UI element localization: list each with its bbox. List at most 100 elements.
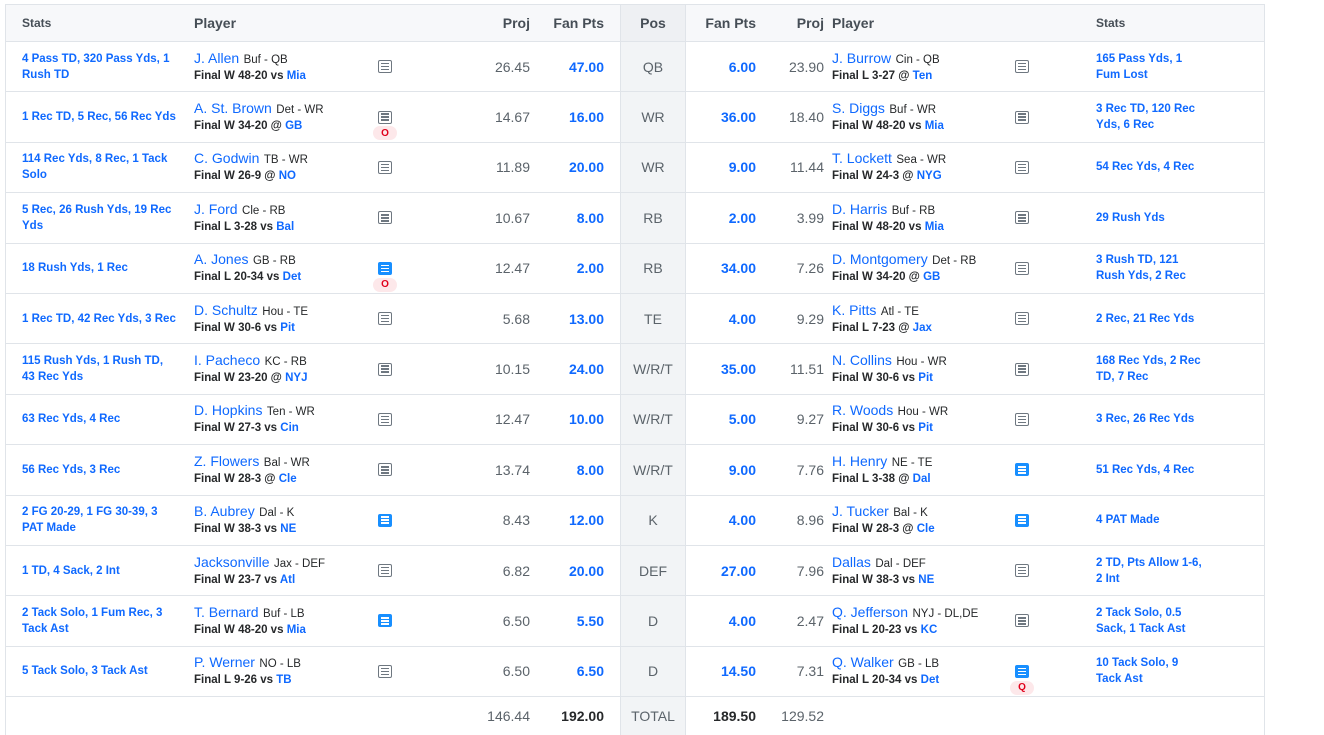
- opponent-link-left[interactable]: TB: [276, 674, 292, 687]
- player-name-left[interactable]: B. Aubrey: [194, 503, 255, 520]
- fan-pts-right[interactable]: 27.00: [720, 562, 756, 579]
- opponent-link-left[interactable]: Mia: [286, 623, 306, 636]
- player-name-left[interactable]: A. Jones: [194, 251, 249, 268]
- notes-icon[interactable]: [1015, 211, 1029, 225]
- notes-icon[interactable]: [378, 60, 392, 74]
- fan-pts-right[interactable]: 9.00: [728, 461, 756, 478]
- fan-pts-left[interactable]: 20.00: [568, 159, 604, 176]
- notes-icon[interactable]: [378, 211, 392, 225]
- opponent-link-left[interactable]: Mia: [286, 69, 306, 82]
- fan-pts-right[interactable]: 4.00: [728, 310, 756, 327]
- opponent-link-left[interactable]: GB: [285, 120, 303, 133]
- player-name-right[interactable]: Dallas: [832, 553, 871, 570]
- player-stats-right[interactable]: 10 Tack Solo, 9 Tack Ast: [1096, 657, 1179, 686]
- notes-icon[interactable]: [1015, 110, 1029, 124]
- fan-pts-left[interactable]: 16.00: [568, 109, 604, 126]
- player-stats-right[interactable]: 54 Rec Yds, 4 Rec: [1096, 161, 1195, 174]
- fan-pts-right[interactable]: 9.00: [728, 159, 756, 176]
- opponent-link-left[interactable]: NYJ: [285, 372, 308, 385]
- opponent-link-right[interactable]: Cle: [916, 523, 935, 536]
- notes-icon[interactable]: [1015, 564, 1029, 578]
- opponent-link-right[interactable]: Mia: [924, 120, 944, 133]
- player-stats-left[interactable]: 4 Pass TD, 320 Pass Yds, 1 Rush TD: [22, 52, 170, 81]
- notes-active-icon[interactable]: [378, 614, 392, 628]
- notes-icon[interactable]: [1015, 160, 1029, 174]
- fan-pts-right[interactable]: 34.00: [720, 260, 756, 277]
- opponent-link-right[interactable]: Jax: [912, 321, 932, 334]
- player-name-left[interactable]: J. Ford: [194, 200, 238, 217]
- player-name-left[interactable]: T. Bernard: [194, 603, 259, 620]
- player-stats-left[interactable]: 1 Rec TD, 42 Rec Yds, 3 Rec: [22, 312, 176, 325]
- player-stats-right[interactable]: 29 Rush Yds: [1096, 211, 1165, 224]
- player-stats-left[interactable]: 115 Rush Yds, 1 Rush TD, 43 Rec Yds: [22, 355, 164, 384]
- opponent-link-right[interactable]: Pit: [918, 372, 933, 385]
- status-badge[interactable]: O: [373, 277, 397, 292]
- fan-pts-left[interactable]: 24.00: [568, 361, 604, 378]
- opponent-link-right[interactable]: Pit: [918, 422, 933, 435]
- player-name-left[interactable]: P. Werner: [194, 654, 255, 671]
- notes-icon[interactable]: [1015, 312, 1029, 326]
- player-stats-left[interactable]: 1 Rec TD, 5 Rec, 56 Rec Yds: [22, 111, 176, 124]
- fan-pts-right[interactable]: 4.00: [728, 612, 756, 629]
- fan-pts-right[interactable]: 5.00: [728, 411, 756, 428]
- player-name-right[interactable]: Q. Walker: [832, 654, 894, 671]
- player-stats-left[interactable]: 56 Rec Yds, 3 Rec: [22, 463, 121, 476]
- player-stats-right[interactable]: 3 Rush TD, 121 Rush Yds, 2 Rec: [1096, 254, 1186, 283]
- notes-icon[interactable]: [378, 362, 392, 376]
- player-stats-right[interactable]: 2 TD, Pts Allow 1-6, 2 Int: [1096, 556, 1202, 585]
- header-fan-pts-right[interactable]: Fan Pts: [705, 15, 756, 31]
- player-stats-right[interactable]: 51 Rec Yds, 4 Rec: [1096, 463, 1195, 476]
- player-stats-left[interactable]: 5 Tack Solo, 3 Tack Ast: [22, 665, 148, 678]
- player-stats-left[interactable]: 1 TD, 4 Sack, 2 Int: [22, 564, 120, 577]
- fan-pts-left[interactable]: 6.50: [576, 663, 604, 680]
- opponent-link-right[interactable]: Mia: [924, 220, 944, 233]
- player-name-right[interactable]: J. Tucker: [832, 503, 889, 520]
- player-stats-left[interactable]: 2 Tack Solo, 1 Fum Rec, 3 Tack Ast: [22, 606, 163, 635]
- player-stats-right[interactable]: 168 Rec Yds, 2 Rec TD, 7 Rec: [1096, 355, 1201, 384]
- notes-icon[interactable]: [378, 664, 392, 678]
- opponent-link-left[interactable]: NE: [280, 523, 297, 536]
- fan-pts-right[interactable]: 2.00: [728, 209, 756, 226]
- opponent-link-left[interactable]: Atl: [279, 573, 296, 586]
- player-name-right[interactable]: T. Lockett: [832, 150, 892, 167]
- opponent-link-left[interactable]: Cle: [278, 472, 297, 485]
- notes-active-icon[interactable]: [1015, 463, 1029, 477]
- fan-pts-left[interactable]: 13.00: [568, 310, 604, 327]
- player-name-right[interactable]: S. Diggs: [832, 100, 885, 117]
- notes-icon[interactable]: [1015, 261, 1029, 275]
- header-proj-right[interactable]: Proj: [796, 15, 824, 31]
- status-badge[interactable]: O: [373, 126, 397, 141]
- player-name-right[interactable]: H. Henry: [832, 452, 888, 469]
- player-stats-left[interactable]: 2 FG 20-29, 1 FG 30-39, 3 PAT Made: [22, 506, 158, 535]
- fan-pts-right[interactable]: 36.00: [720, 109, 756, 126]
- player-name-left[interactable]: Z. Flowers: [194, 452, 260, 469]
- player-name-right[interactable]: D. Montgomery: [832, 251, 928, 268]
- opponent-link-left[interactable]: Pit: [280, 321, 295, 334]
- opponent-link-left[interactable]: Bal: [276, 220, 295, 233]
- player-stats-left[interactable]: 5 Rec, 26 Rush Yds, 19 Rec Yds: [22, 203, 172, 232]
- fan-pts-left[interactable]: 2.00: [576, 260, 604, 277]
- status-badge[interactable]: Q: [1010, 680, 1034, 695]
- player-stats-right[interactable]: 2 Rec, 21 Rec Yds: [1096, 312, 1195, 325]
- player-name-left[interactable]: Jacksonville: [194, 553, 270, 570]
- fan-pts-right[interactable]: 4.00: [728, 512, 756, 529]
- player-stats-right[interactable]: 4 PAT Made: [1096, 514, 1160, 527]
- player-name-left[interactable]: I. Pacheco: [194, 352, 261, 369]
- header-fan-pts-left[interactable]: Fan Pts: [553, 15, 604, 31]
- notes-icon[interactable]: [378, 564, 392, 578]
- notes-icon[interactable]: [378, 160, 392, 174]
- player-name-right[interactable]: D. Harris: [832, 200, 888, 217]
- notes-icon[interactable]: [1015, 362, 1029, 376]
- fan-pts-left[interactable]: 5.50: [576, 612, 604, 629]
- player-stats-left[interactable]: 114 Rec Yds, 8 Rec, 1 Tack Solo: [22, 153, 168, 182]
- player-name-right[interactable]: K. Pitts: [832, 301, 877, 318]
- player-stats-right[interactable]: 3 Rec TD, 120 Rec Yds, 6 Rec: [1096, 103, 1196, 132]
- notes-active-icon[interactable]: [1015, 664, 1029, 678]
- opponent-link-right[interactable]: Dal: [912, 472, 931, 485]
- player-name-right[interactable]: Q. Jefferson: [832, 603, 909, 620]
- opponent-link-left[interactable]: Det: [282, 271, 302, 284]
- fan-pts-left[interactable]: 8.00: [576, 461, 604, 478]
- notes-icon[interactable]: [1015, 412, 1029, 426]
- fan-pts-left[interactable]: 20.00: [568, 562, 604, 579]
- player-name-right[interactable]: R. Woods: [832, 402, 894, 419]
